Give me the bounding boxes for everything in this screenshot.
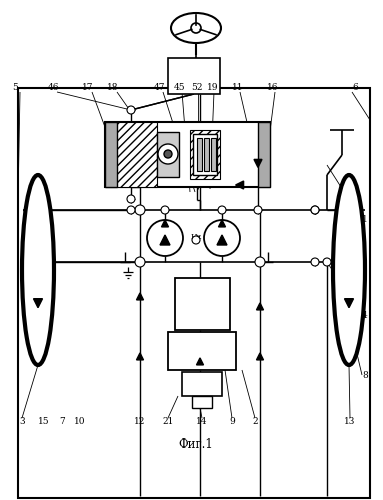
Circle shape: [127, 195, 135, 203]
Circle shape: [323, 258, 331, 266]
Polygon shape: [344, 298, 354, 308]
Bar: [168, 332, 236, 370]
Bar: [105, 122, 157, 187]
Circle shape: [204, 220, 240, 256]
Polygon shape: [218, 220, 226, 227]
Bar: [157, 132, 179, 177]
Bar: [105, 122, 117, 187]
Circle shape: [147, 220, 183, 256]
Bar: [182, 372, 222, 396]
Text: 5: 5: [12, 84, 18, 92]
Bar: [168, 58, 220, 94]
Bar: [105, 122, 270, 187]
Text: 17: 17: [82, 84, 94, 92]
Text: 6: 6: [352, 84, 358, 92]
Text: 10: 10: [74, 418, 86, 426]
Circle shape: [164, 150, 172, 158]
Circle shape: [218, 206, 226, 214]
Text: 12: 12: [134, 418, 146, 426]
Circle shape: [127, 106, 135, 114]
Text: 7: 7: [59, 418, 65, 426]
Bar: [18, 88, 370, 498]
Circle shape: [135, 257, 145, 267]
Text: 4: 4: [362, 310, 368, 320]
Circle shape: [311, 258, 319, 266]
Bar: [197, 138, 202, 171]
Text: 52: 52: [191, 84, 203, 92]
Text: 19: 19: [207, 84, 219, 92]
Bar: [204, 138, 209, 171]
Text: 16: 16: [267, 84, 279, 92]
Polygon shape: [254, 160, 262, 168]
Bar: [211, 138, 216, 171]
Polygon shape: [257, 353, 264, 360]
Text: 46: 46: [47, 84, 59, 92]
Circle shape: [311, 206, 319, 214]
Circle shape: [135, 205, 145, 215]
Text: 9: 9: [229, 418, 235, 426]
Text: 11: 11: [232, 84, 244, 92]
Text: 2: 2: [252, 418, 258, 426]
Circle shape: [254, 206, 262, 214]
Bar: [175, 278, 230, 330]
Bar: [193, 134, 217, 175]
Circle shape: [192, 236, 200, 244]
Text: 45: 45: [174, 84, 186, 92]
Text: 18: 18: [107, 84, 119, 92]
Polygon shape: [136, 293, 144, 300]
Circle shape: [161, 206, 169, 214]
Polygon shape: [257, 303, 264, 310]
Text: Фиг.1: Фиг.1: [178, 438, 213, 452]
Circle shape: [158, 144, 178, 164]
Text: Нк: Нк: [190, 233, 202, 241]
Ellipse shape: [171, 13, 221, 43]
Circle shape: [311, 206, 319, 214]
Circle shape: [191, 23, 201, 33]
Text: 14: 14: [196, 418, 208, 426]
Polygon shape: [196, 358, 203, 365]
Text: 3: 3: [19, 418, 25, 426]
Polygon shape: [217, 235, 227, 245]
Polygon shape: [136, 353, 144, 360]
Text: 15: 15: [38, 418, 50, 426]
Text: 13: 13: [344, 418, 356, 426]
Circle shape: [127, 206, 135, 214]
Polygon shape: [160, 235, 170, 245]
Ellipse shape: [22, 175, 54, 365]
Polygon shape: [236, 181, 244, 189]
Bar: [258, 122, 270, 187]
Text: 47: 47: [154, 84, 166, 92]
Text: 21: 21: [162, 418, 173, 426]
Text: 1: 1: [362, 216, 368, 224]
Circle shape: [255, 257, 265, 267]
Polygon shape: [33, 298, 43, 308]
Polygon shape: [162, 220, 169, 227]
Bar: [190, 130, 220, 179]
Bar: [192, 396, 212, 408]
Ellipse shape: [333, 175, 365, 365]
Text: 8: 8: [362, 370, 368, 380]
